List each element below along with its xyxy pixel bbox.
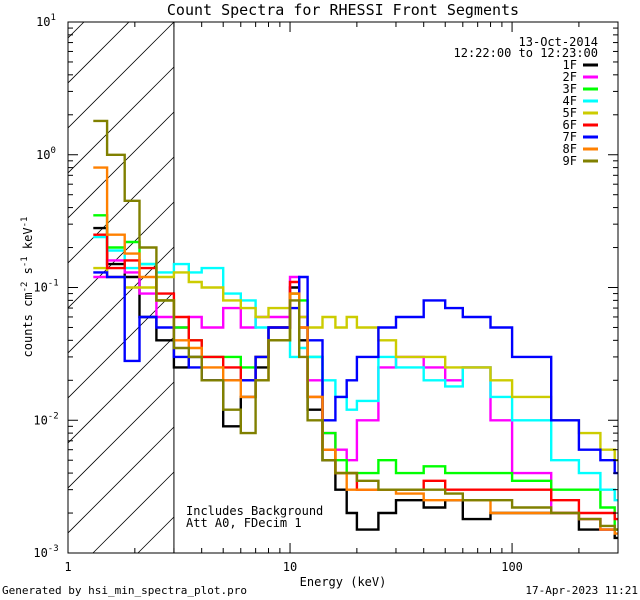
x-tick-label: 10 bbox=[283, 560, 297, 574]
series-line-5F bbox=[93, 266, 618, 462]
legend-label-4F: 4F bbox=[563, 94, 577, 108]
annotation-background: Includes Background bbox=[186, 504, 323, 518]
hatch-line bbox=[67, 381, 175, 489]
y-axis-label-exp-1: -2 bbox=[20, 282, 30, 293]
hatch-line bbox=[67, 291, 175, 399]
date-label: 13-Oct-2014 bbox=[519, 35, 598, 49]
hatch-line bbox=[67, 111, 175, 219]
annotation-attenuator: Att A0, FDecim 1 bbox=[186, 516, 302, 530]
legend-label-2F: 2F bbox=[563, 70, 577, 84]
hatch-line bbox=[137, 516, 175, 554]
y-axis-label-exp-2: -1 bbox=[20, 256, 30, 267]
legend-label-8F: 8F bbox=[563, 142, 577, 156]
legend-label-7F: 7F bbox=[563, 130, 577, 144]
y-axis-label-exp-3: -1 bbox=[20, 217, 30, 228]
hatch-line bbox=[92, 471, 175, 554]
hatch-line bbox=[67, 66, 175, 174]
hatch-line bbox=[67, 201, 175, 309]
timestamp-label: 17-Apr-2023 11:21 bbox=[525, 584, 638, 597]
hatch-line bbox=[67, 21, 85, 39]
series-lines bbox=[93, 119, 618, 540]
hatched-region bbox=[67, 21, 175, 554]
time-range-label: 12:22:00 to 12:23:00 bbox=[454, 46, 599, 60]
y-axis-label-part-1: counts cm bbox=[21, 292, 35, 357]
hatch-line bbox=[67, 21, 130, 84]
legend-label-5F: 5F bbox=[563, 106, 577, 120]
x-axis: 1 10 100 bbox=[64, 22, 619, 574]
y-axis-label-part-2: s bbox=[21, 267, 35, 281]
x-tick-label: 1 bbox=[64, 560, 71, 574]
hatch-line bbox=[67, 336, 175, 444]
y-tick-label: 100 bbox=[36, 146, 56, 162]
chart-title: Count Spectra for RHESSI Front Segments bbox=[167, 1, 519, 19]
hatch-line bbox=[67, 21, 175, 129]
hatch-line bbox=[67, 156, 175, 264]
hatch-line bbox=[67, 426, 175, 534]
y-tick-label: 101 bbox=[36, 13, 56, 29]
legend-label-3F: 3F bbox=[563, 82, 577, 96]
x-axis-label: Energy (keV) bbox=[300, 575, 387, 589]
series-line-1F bbox=[93, 226, 618, 540]
series-line-9F bbox=[93, 119, 618, 531]
y-tick-label: 10-3 bbox=[33, 544, 58, 560]
generated-by-label: Generated by hsi_min_spectra_plot.pro bbox=[2, 584, 248, 597]
legend-label-6F: 6F bbox=[563, 118, 577, 132]
y-axis-label-part-3: keV bbox=[21, 227, 35, 256]
y-axis-label: counts cm-2 s-1 keV-1 bbox=[20, 217, 35, 358]
x-tick-label: 100 bbox=[501, 560, 523, 574]
y-axis: 10-3 10-2 10-1 100 101 bbox=[33, 13, 618, 560]
y-tick-label: 10-1 bbox=[33, 279, 58, 295]
legend-label-9F: 9F bbox=[563, 154, 577, 168]
y-tick-label: 10-2 bbox=[33, 411, 58, 427]
legend-label-1F: 1F bbox=[563, 58, 577, 72]
